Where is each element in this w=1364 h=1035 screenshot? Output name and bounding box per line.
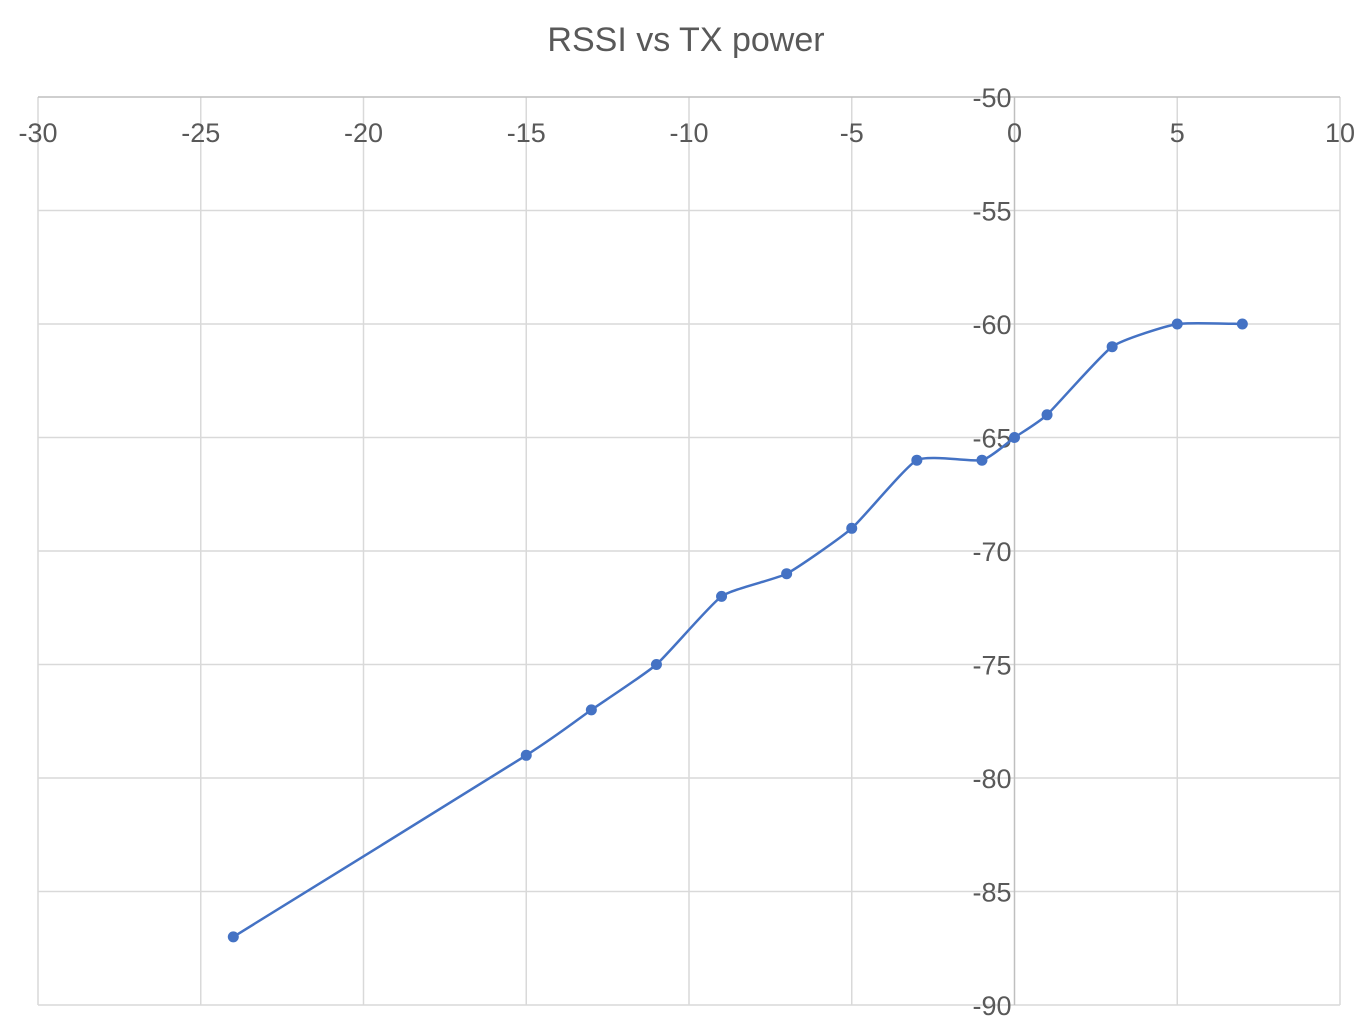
tick-labels: -30 -25 -20 -15 -10 -5 0 5 10-50-55-60-65-70-75-… bbox=[18, 83, 1355, 1021]
y-tick-label: -85 bbox=[972, 878, 1011, 908]
y-tick-label: -70 bbox=[972, 537, 1011, 567]
y-tick-label: -75 bbox=[972, 651, 1011, 681]
y-tick-label: -90 bbox=[972, 991, 1011, 1021]
data-point bbox=[1236, 318, 1248, 330]
data-point bbox=[585, 704, 597, 716]
data-point bbox=[976, 454, 988, 466]
x-tick-label: -25 bbox=[181, 118, 220, 148]
x-tick-label: -30 bbox=[18, 118, 57, 148]
data-point bbox=[1009, 432, 1020, 443]
x-tick-label: 10 bbox=[1325, 118, 1355, 148]
data-point bbox=[1041, 409, 1053, 421]
x-tick-label: -15 bbox=[507, 118, 546, 148]
data-point bbox=[911, 454, 923, 466]
x-tick-label: 5 bbox=[1170, 118, 1185, 148]
y-tick-label: -80 bbox=[972, 764, 1011, 794]
x-tick-label: -20 bbox=[344, 118, 383, 148]
axes bbox=[38, 96, 1340, 1005]
data-point bbox=[1106, 341, 1118, 353]
y-tick-label: -50 bbox=[972, 83, 1011, 113]
data-point bbox=[650, 659, 662, 670]
data-point bbox=[781, 568, 793, 580]
data-point bbox=[846, 522, 858, 534]
x-tick-label: -10 bbox=[669, 118, 708, 148]
gridlines bbox=[37, 97, 1341, 1006]
x-tick-label: -5 bbox=[840, 118, 864, 148]
y-tick-label: -65 bbox=[972, 424, 1011, 454]
x-tick-label: 0 bbox=[1007, 118, 1022, 148]
data-point bbox=[1171, 318, 1183, 330]
chart-title: RSSI vs TX power bbox=[547, 21, 824, 59]
data-point bbox=[227, 931, 239, 943]
y-tick-label: -55 bbox=[972, 197, 1011, 227]
y-tick-label: -60 bbox=[972, 310, 1011, 340]
data-point bbox=[520, 749, 532, 761]
series-line bbox=[232, 321, 1243, 938]
data-point bbox=[716, 590, 728, 602]
series bbox=[227, 318, 1248, 943]
